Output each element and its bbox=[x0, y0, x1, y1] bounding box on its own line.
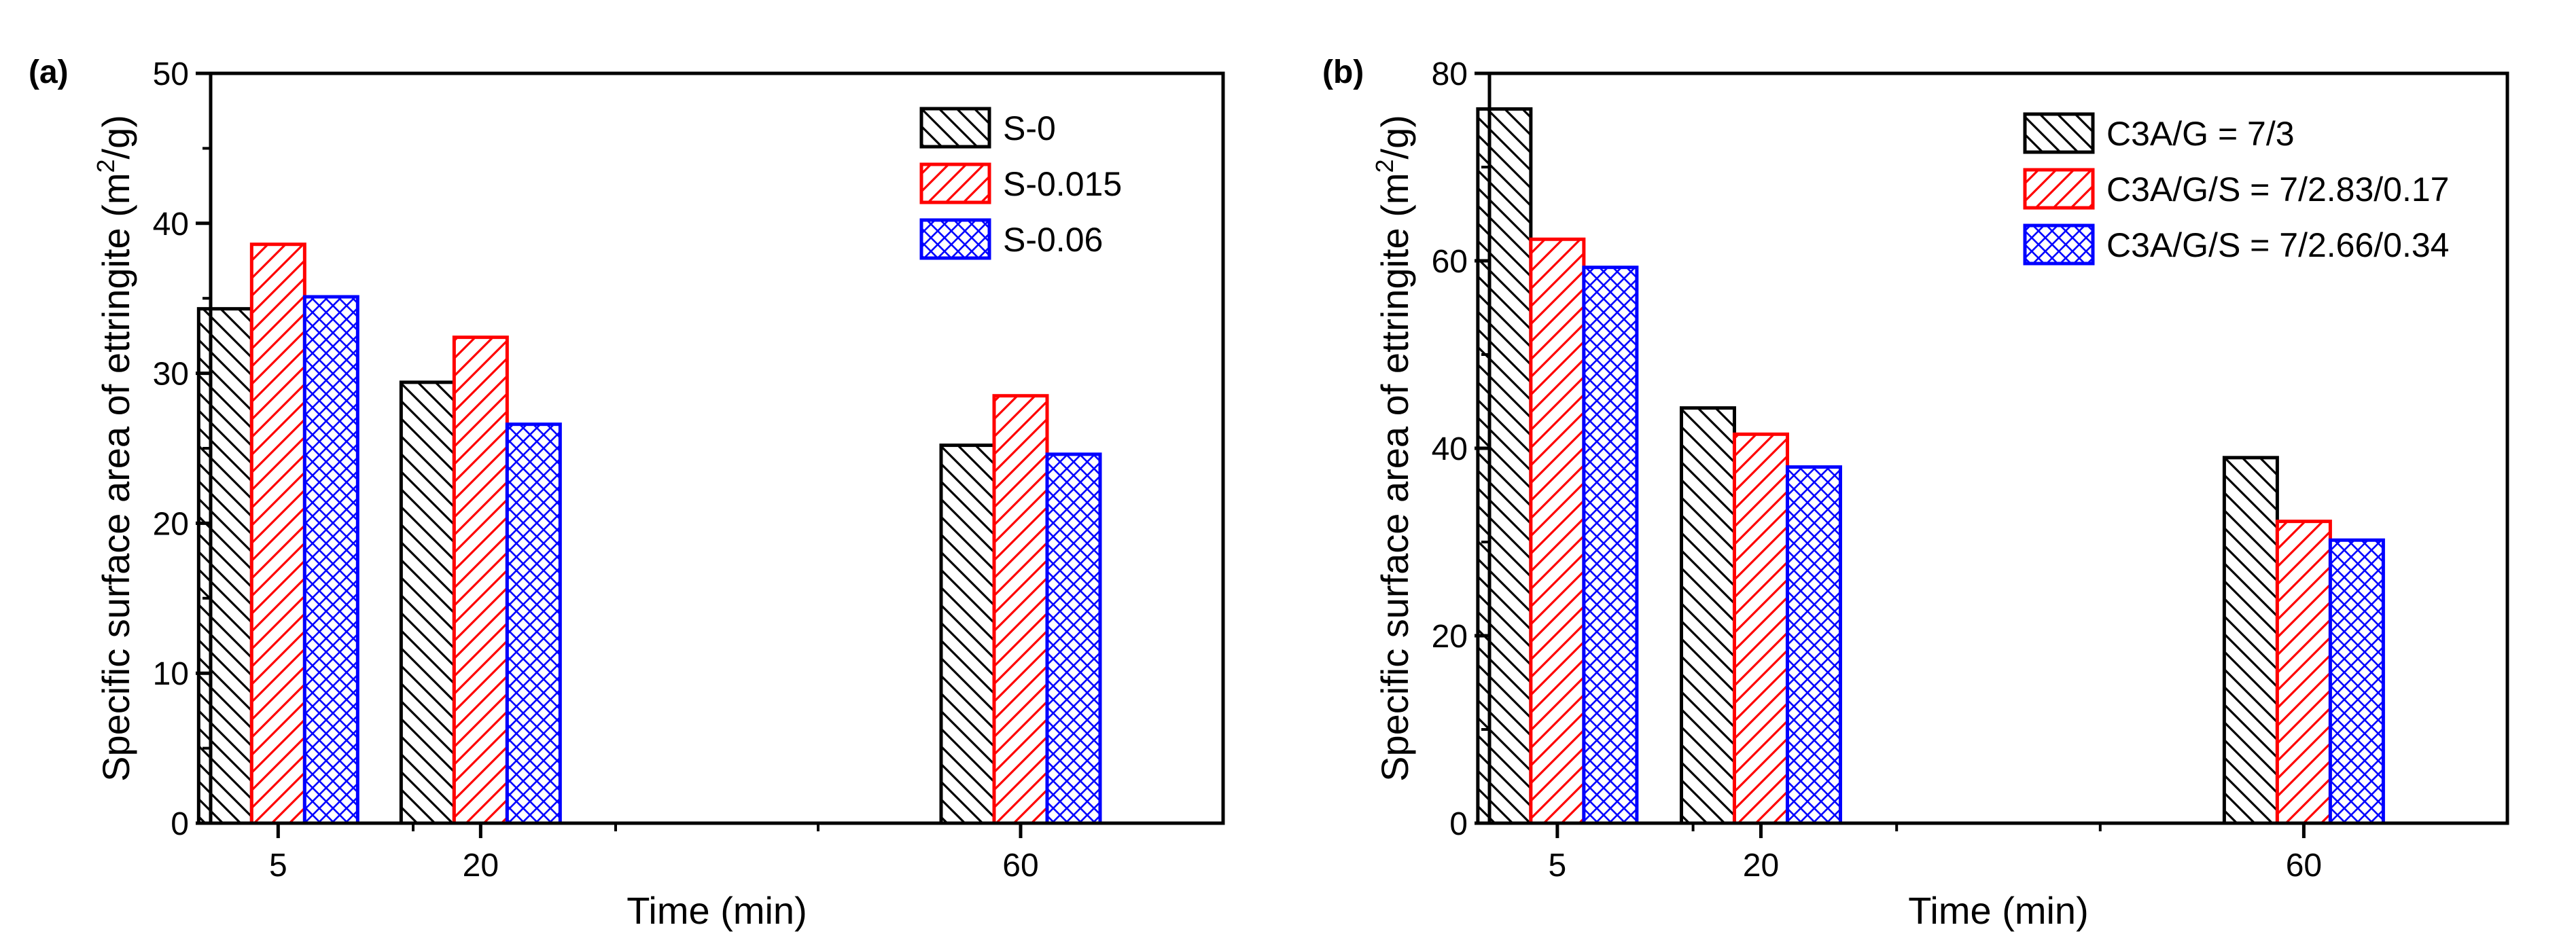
y-axis-title-main-0: Specific surface area of ettringite (m bbox=[94, 173, 137, 782]
y-tick-label-0-5: 50 bbox=[153, 56, 189, 92]
bar-0-1-1 bbox=[452, 336, 509, 825]
bar-1-2-2 bbox=[2328, 538, 2385, 825]
y-axis-title-sup-0: 2 bbox=[92, 159, 120, 173]
bar-1-1-1 bbox=[1732, 432, 1789, 825]
legend-label-0-2: S-0.06 bbox=[1003, 221, 1103, 259]
y-tick-label-1-2: 40 bbox=[1432, 431, 1468, 467]
y-tick-label-1-4: 80 bbox=[1432, 56, 1468, 92]
legend-label-0-0: S-0 bbox=[1003, 109, 1056, 147]
legend-swatch-1-0 bbox=[2023, 112, 2095, 154]
bar-0-2-2 bbox=[1045, 452, 1102, 825]
bar-0-1-0 bbox=[249, 242, 306, 825]
x-tick-label-1-1: 20 bbox=[1743, 848, 1779, 884]
y-tick-label-1-1: 20 bbox=[1432, 619, 1468, 655]
x-tick-label-1-0: 5 bbox=[1549, 848, 1567, 884]
bar-1-2-1 bbox=[1785, 465, 1842, 825]
x-tick-label-0-0: 5 bbox=[269, 848, 287, 884]
bar-0-2-0 bbox=[302, 295, 359, 825]
bar-0-2-1 bbox=[505, 422, 562, 825]
y-tick-label-0-1: 10 bbox=[153, 656, 189, 692]
x-axis-title-0: Time (min) bbox=[627, 889, 807, 932]
legend-label-1-2: C3A/G/S = 7/2.66/0.34 bbox=[2106, 226, 2450, 264]
panel-label-1: (b) bbox=[1322, 54, 1364, 90]
chart-panel-1: 0 20 40 60 80 5 20 60 Time (min) Specific surface… bbox=[1322, 54, 2509, 932]
legend-swatch-0-1 bbox=[919, 162, 991, 204]
legend-label-0-1: S-0.015 bbox=[1003, 165, 1122, 203]
x-axis-title-1: Time (min) bbox=[1908, 889, 2088, 932]
y-axis-title-sup-1: 2 bbox=[1371, 159, 1398, 173]
bar-1-1-2 bbox=[2275, 520, 2332, 825]
bar-1-0-1 bbox=[1679, 406, 1736, 825]
bar-1-2-0 bbox=[1582, 266, 1639, 825]
y-tick-label-0-2: 20 bbox=[153, 506, 189, 542]
bar-0-0-2 bbox=[939, 444, 996, 825]
y-axis-title-end-1: /g) bbox=[1373, 115, 1416, 159]
chart-panel-0: 0 10 20 30 40 50 5 20 60 Time (min) Specific surfa… bbox=[29, 54, 1225, 932]
x-tick-label-0-2: 60 bbox=[1002, 848, 1038, 884]
bar-0-1-2 bbox=[992, 394, 1049, 825]
x-tick-label-1-2: 60 bbox=[2286, 848, 2322, 884]
legend-label-1-0: C3A/G = 7/3 bbox=[2106, 115, 2295, 153]
bar-1-0-0 bbox=[1476, 107, 1533, 825]
bar-0-0-0 bbox=[196, 307, 253, 825]
y-tick-label-0-4: 40 bbox=[153, 206, 189, 242]
legend-swatch-0-0 bbox=[919, 107, 991, 149]
legend-swatch-1-2 bbox=[2023, 223, 2095, 266]
y-axis-title-end-0: /g) bbox=[94, 115, 137, 159]
y-tick-label-0-0: 0 bbox=[171, 806, 189, 842]
bar-1-0-2 bbox=[2222, 456, 2279, 825]
legend-swatch-0-2 bbox=[919, 218, 991, 260]
legend-label-1-1: C3A/G/S = 7/2.83/0.17 bbox=[2106, 170, 2450, 209]
y-tick-label-1-0: 0 bbox=[1449, 806, 1468, 842]
y-axis-title-main-1: Specific surface area of ettringite (m bbox=[1373, 173, 1416, 782]
y-tick-label-1-3: 60 bbox=[1432, 244, 1468, 280]
panel-label-0: (a) bbox=[29, 54, 69, 90]
bar-1-1-0 bbox=[1529, 237, 1586, 825]
x-tick-label-0-1: 20 bbox=[463, 848, 499, 884]
y-axis-title-1: Specific surface area of ettringite (m2/… bbox=[1371, 115, 1416, 782]
bar-0-0-1 bbox=[399, 380, 456, 825]
y-axis-title-0: Specific surface area of ettringite (m2/… bbox=[92, 115, 137, 782]
legend-swatch-1-1 bbox=[2023, 168, 2095, 210]
y-tick-label-0-3: 30 bbox=[153, 357, 189, 393]
